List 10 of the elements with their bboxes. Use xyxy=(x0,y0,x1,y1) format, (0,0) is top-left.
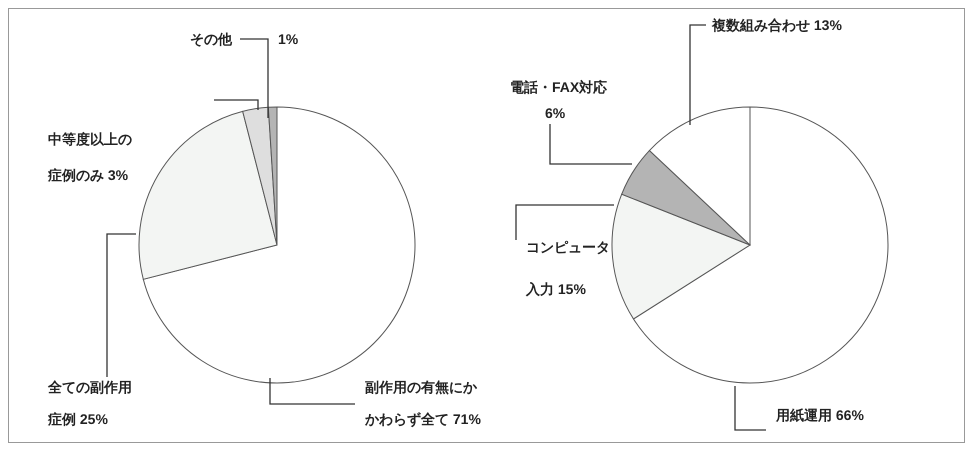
slice-label: その他 xyxy=(190,31,233,47)
slice-label: 複数組み合わせ 13% xyxy=(711,17,842,33)
slice-label: 用紙運用 66% xyxy=(775,407,864,423)
data-label: 6% xyxy=(545,105,566,121)
category-label: 中等度以上の症例のみ 3% xyxy=(48,131,132,183)
slice-label: 副作用の有無にかかわらず全て 71% xyxy=(364,379,482,428)
slice-label: 全ての副作用症例 25% xyxy=(47,379,132,427)
slice-label: 電話・FAX対応 xyxy=(510,79,608,95)
category-label: コンピュータ入力 15% xyxy=(526,239,610,297)
data-label: 1% xyxy=(278,31,299,47)
